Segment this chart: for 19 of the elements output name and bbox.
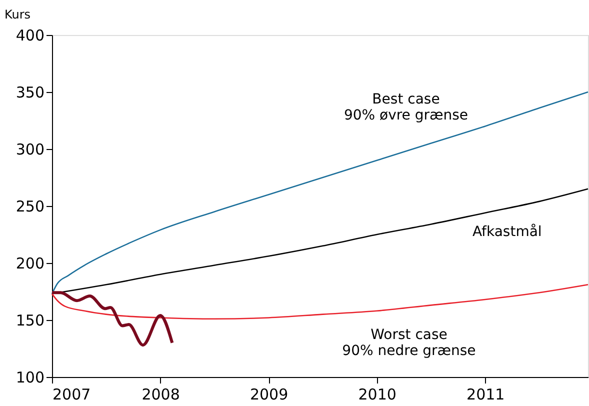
x-tick-label: 2011: [466, 386, 505, 404]
y-tick-label: 200: [16, 254, 44, 272]
y-tick-label: 100: [16, 368, 44, 386]
line-series: [50, 291, 174, 347]
x-tick-label: 2009: [250, 386, 288, 404]
y-tick-label: 350: [16, 84, 44, 102]
line-series: [51, 91, 589, 294]
y-tick-label: 400: [16, 26, 44, 44]
series-label: Afkastmål: [472, 222, 542, 240]
series-label: Worst case 90% nedre grænse: [342, 327, 476, 360]
y-tick-label: 150: [16, 312, 44, 330]
y-axis-title: Kurs: [4, 8, 31, 22]
y-tick-label: 250: [16, 198, 44, 216]
x-tick-label: 2007: [52, 386, 91, 404]
line-series: [51, 284, 589, 320]
series-label: Best case 90% øvre grænse: [344, 91, 468, 124]
x-tick-label: 2010: [358, 386, 396, 404]
y-tick-label: 300: [16, 140, 44, 158]
x-tick-label: 2008: [142, 386, 180, 404]
